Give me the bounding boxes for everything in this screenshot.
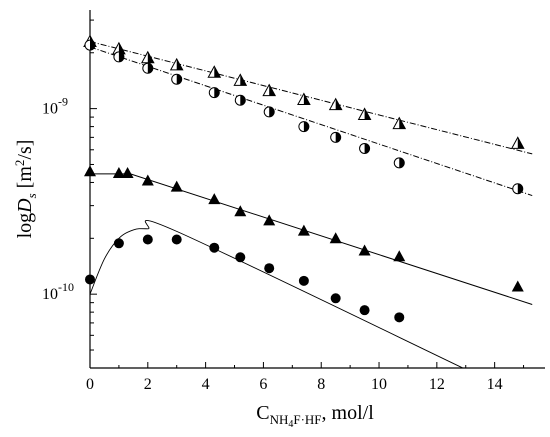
- x-tick-label: 6: [259, 376, 267, 393]
- data-point-half-circle: [208, 87, 220, 99]
- data-point-filled-circle: [330, 293, 341, 304]
- data-point-half-triangle: [328, 97, 343, 111]
- data-point-half-triangle: [357, 107, 372, 120]
- data-point-filled-circle: [264, 263, 275, 274]
- data-point-filled-circle: [394, 312, 405, 323]
- data-point-half-circle: [330, 131, 342, 143]
- y-axis-ticks: 10-910-10: [42, 19, 97, 369]
- x-axis-ticks: 0 2 4 6 8 10 12 14: [86, 362, 525, 393]
- data-point-half-triangle: [262, 83, 277, 97]
- data-point-half-triangle: [392, 116, 407, 130]
- x-tick-label: 12: [429, 376, 445, 393]
- x-tick-label: 0: [86, 376, 94, 393]
- data-point-filled-circle: [85, 274, 95, 285]
- data-point-half-triangle: [140, 50, 155, 64]
- x-tick-label: 10: [371, 376, 387, 393]
- y-tick-base: 10: [42, 101, 58, 118]
- data-point-half-triangle: [297, 92, 311, 105]
- data-point-filled-triangle: [208, 193, 221, 205]
- y-tick-label: 10-9: [42, 95, 68, 118]
- data-point-filled-circle: [113, 238, 124, 249]
- data-point-filled-triangle: [84, 165, 96, 177]
- data-point-filled-triangle: [263, 214, 276, 226]
- x-tick-label: 4: [202, 376, 210, 393]
- data-point-half-circle: [298, 121, 310, 133]
- fit-lines: [89, 41, 533, 369]
- data-point-filled-circle: [142, 234, 153, 245]
- data-point-filled-triangle: [112, 166, 125, 178]
- data-point-filled-circle: [171, 234, 182, 245]
- fit-line: [90, 173, 533, 305]
- data-point-filled-circle: [209, 242, 220, 253]
- data-point-filled-circle: [359, 305, 370, 316]
- data-point-half-circle: [142, 62, 154, 74]
- y-tick-label: 10-10: [42, 280, 74, 303]
- data-point-filled-triangle: [170, 180, 183, 192]
- data-point-filled-triangle: [511, 280, 524, 292]
- fit-line: [89, 41, 533, 155]
- data-point-half-triangle: [169, 57, 184, 71]
- y-tick-exponent: -9: [58, 95, 68, 109]
- data-point-half-circle: [113, 51, 125, 63]
- data-point-half-circle: [171, 73, 183, 85]
- data-point-half-circle: [234, 94, 246, 106]
- data-point-filled-triangle: [121, 166, 134, 178]
- data-point-filled-triangle: [358, 244, 371, 256]
- fit-line: [89, 46, 533, 197]
- plot-frame: [89, 10, 545, 369]
- data-point-half-circle: [393, 157, 405, 169]
- x-tick-label: 14: [487, 376, 503, 393]
- data-point-half-triangle: [510, 136, 525, 149]
- x-tick-label: 8: [317, 376, 325, 393]
- y-tick-base: 10: [42, 286, 58, 303]
- y-axis-title: logDs [m2/s]: [12, 140, 39, 239]
- data-point-filled-triangle: [141, 174, 154, 186]
- data-point-filled-triangle: [329, 232, 342, 244]
- fit-line: [89, 219, 464, 369]
- data-markers: [83, 34, 525, 323]
- data-point-filled-circle: [235, 252, 246, 263]
- data-point-half-triangle: [233, 73, 248, 86]
- y-tick-exponent: -10: [58, 280, 74, 294]
- data-point-filled-circle: [298, 275, 309, 286]
- data-point-filled-triangle: [234, 205, 247, 217]
- data-point-half-circle: [263, 106, 275, 118]
- data-point-half-circle: [512, 183, 524, 195]
- data-point-filled-triangle: [393, 250, 406, 262]
- data-point-half-triangle: [207, 65, 222, 78]
- data-point-filled-triangle: [297, 224, 310, 236]
- x-axis-title: CNH4F·HF, mol/l: [256, 402, 374, 430]
- data-point-half-circle: [84, 39, 96, 51]
- x-tick-label: 2: [144, 376, 152, 393]
- data-point-half-circle: [359, 142, 371, 154]
